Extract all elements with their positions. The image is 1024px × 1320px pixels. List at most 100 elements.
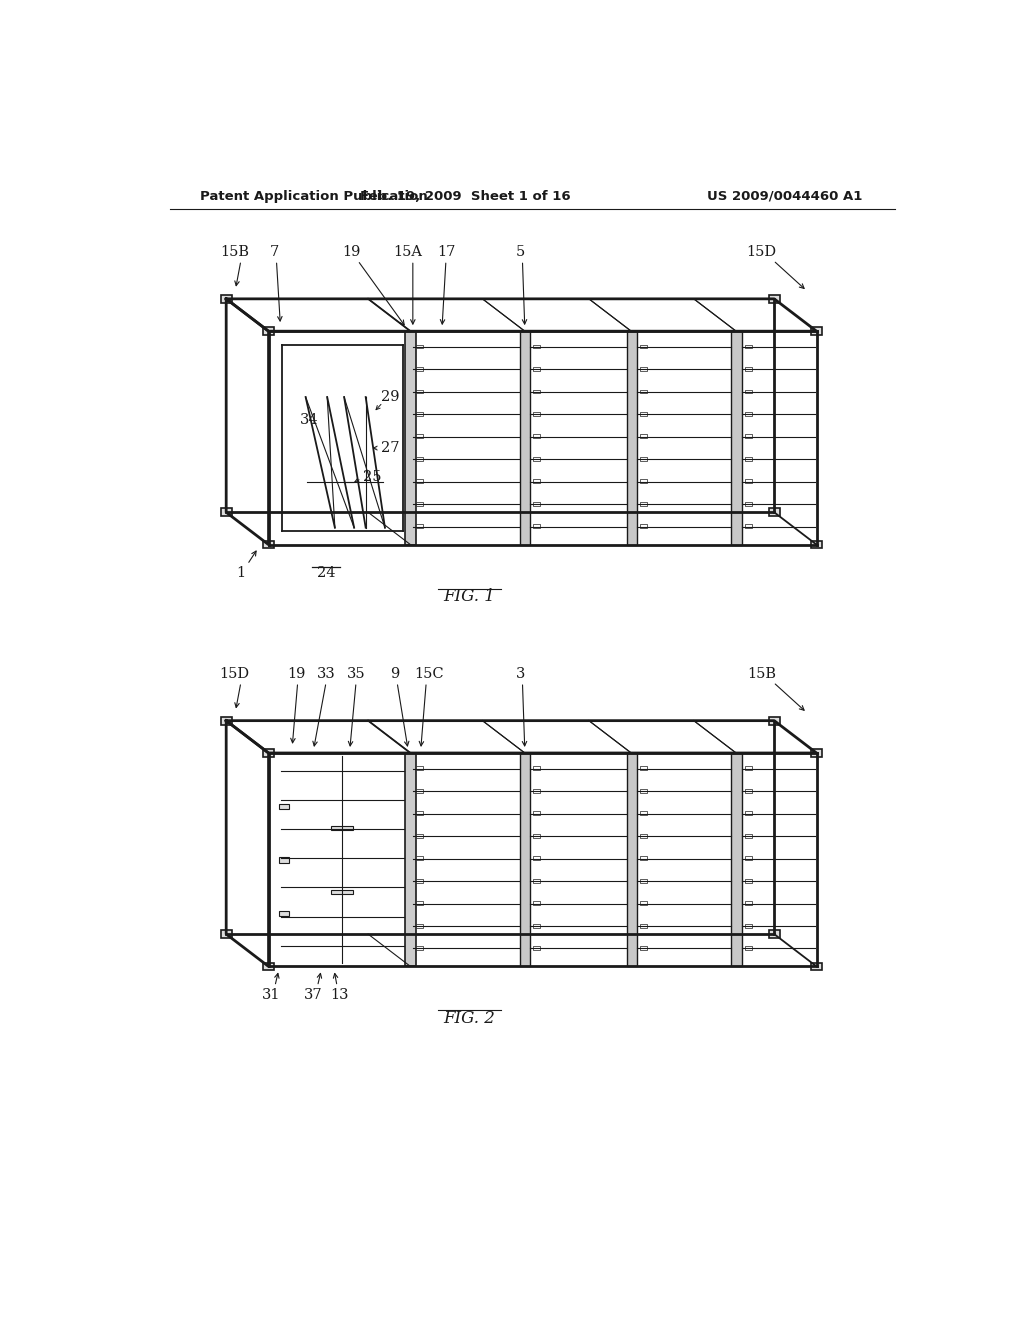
Bar [534, 502, 541, 506]
Bar [640, 789, 646, 793]
Bar [744, 524, 752, 528]
Bar [406, 752, 416, 966]
Bar [640, 457, 646, 461]
Text: 27: 27 [381, 441, 399, 455]
Bar [221, 294, 231, 302]
Bar [534, 879, 541, 883]
Bar [416, 924, 423, 928]
Text: 33: 33 [316, 667, 336, 681]
Bar [640, 367, 646, 371]
Bar [744, 502, 752, 506]
Bar [416, 834, 423, 838]
Bar [744, 834, 752, 838]
Bar [769, 717, 779, 725]
Bar [534, 524, 541, 528]
Text: 3: 3 [516, 667, 525, 681]
Text: 15D: 15D [746, 244, 776, 259]
Text: US 2009/0044460 A1: US 2009/0044460 A1 [708, 190, 862, 202]
Bar [280, 804, 289, 809]
Bar [640, 412, 646, 416]
Bar [534, 946, 541, 950]
Bar [280, 858, 289, 863]
Text: 13: 13 [331, 987, 349, 1002]
Bar [416, 345, 423, 348]
Text: 17: 17 [437, 244, 455, 259]
Bar [280, 911, 289, 916]
Bar [416, 412, 423, 416]
Bar [640, 345, 646, 348]
Bar [221, 717, 231, 725]
Text: 15B: 15B [220, 244, 249, 259]
Bar [416, 879, 423, 883]
Bar [534, 789, 541, 793]
Bar [744, 946, 752, 950]
Bar [331, 890, 352, 894]
Bar [640, 479, 646, 483]
Bar [416, 946, 423, 950]
Bar [627, 331, 637, 545]
Bar [811, 962, 822, 970]
Bar [640, 924, 646, 928]
Bar [416, 812, 423, 816]
Bar [263, 541, 274, 549]
Bar [744, 812, 752, 816]
Text: Patent Application Publication: Patent Application Publication [200, 190, 428, 202]
Bar [744, 767, 752, 771]
Bar [534, 389, 541, 393]
Text: 5: 5 [516, 244, 525, 259]
Bar [769, 294, 779, 302]
Bar [534, 834, 541, 838]
Bar [640, 946, 646, 950]
Bar [534, 345, 541, 348]
Bar [640, 857, 646, 861]
Bar [534, 812, 541, 816]
Text: 24: 24 [316, 566, 335, 581]
Text: Feb. 19, 2009  Sheet 1 of 16: Feb. 19, 2009 Sheet 1 of 16 [360, 190, 571, 202]
Bar [416, 524, 423, 528]
Text: 35: 35 [347, 667, 366, 681]
Bar [744, 389, 752, 393]
Text: 29: 29 [381, 391, 399, 404]
Bar [534, 479, 541, 483]
Bar [534, 902, 541, 906]
Bar [640, 524, 646, 528]
Bar [640, 767, 646, 771]
Bar [640, 434, 646, 438]
Text: 15C: 15C [414, 667, 443, 681]
Bar [744, 789, 752, 793]
Text: FIG. 2: FIG. 2 [443, 1010, 496, 1027]
Text: 31: 31 [262, 987, 281, 1002]
Text: 15D: 15D [219, 667, 250, 681]
Text: 19: 19 [342, 244, 360, 259]
Bar [640, 834, 646, 838]
Bar [416, 389, 423, 393]
Bar [416, 789, 423, 793]
Bar [416, 502, 423, 506]
Text: 34: 34 [300, 413, 318, 426]
Text: 37: 37 [304, 987, 323, 1002]
Bar [811, 750, 822, 756]
Text: 19: 19 [287, 667, 305, 681]
Bar [744, 412, 752, 416]
Bar [640, 502, 646, 506]
Bar [416, 434, 423, 438]
Bar [416, 857, 423, 861]
Bar [534, 857, 541, 861]
Bar [331, 826, 352, 830]
Bar [534, 367, 541, 371]
Bar [769, 508, 779, 516]
Bar [744, 857, 752, 861]
Text: 15B: 15B [746, 667, 776, 681]
Bar [534, 457, 541, 461]
Bar [534, 434, 541, 438]
Bar [744, 345, 752, 348]
Bar [731, 331, 741, 545]
Text: 7: 7 [269, 244, 279, 259]
Text: 9: 9 [390, 667, 399, 681]
Bar [406, 331, 416, 545]
Bar [744, 879, 752, 883]
Bar [744, 367, 752, 371]
Bar [416, 457, 423, 461]
Bar [416, 902, 423, 906]
Bar [731, 752, 741, 966]
